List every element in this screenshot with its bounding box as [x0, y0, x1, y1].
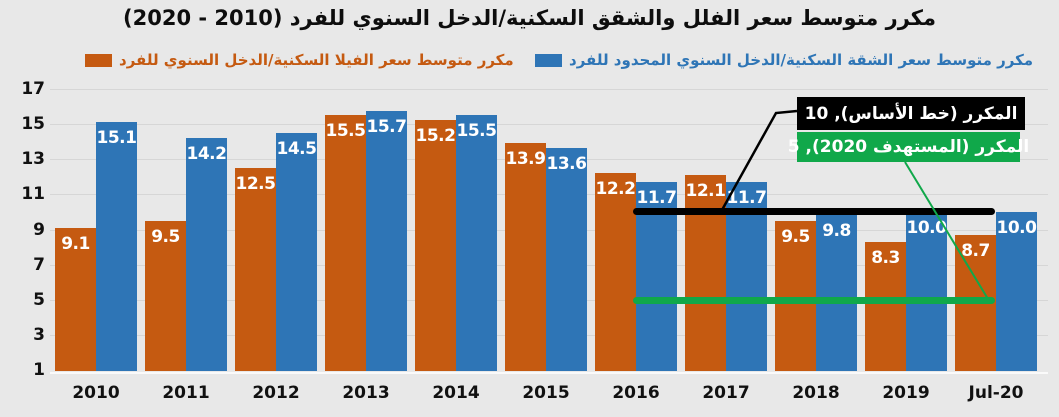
bar-apartment-2018 [816, 215, 857, 371]
bar-label-apartment-2011: 14.2 [186, 143, 227, 164]
bar-label-apartment-2018: 9.8 [822, 221, 851, 242]
bar-label-apartment-2019: 10.0 [906, 217, 947, 238]
bar-apartment-2014 [456, 114, 497, 371]
bar-villa-2011 [145, 220, 186, 371]
bar-label-villa-2019: 8.3 [871, 247, 900, 268]
y-tick-7: 7 [33, 255, 45, 275]
bar-apartment-Jul-20 [996, 211, 1037, 371]
x-label-2015: 2015 [522, 383, 570, 403]
y-tick-3: 3 [33, 325, 45, 345]
gridline-17 [50, 89, 1048, 90]
bar-apartment-2012 [276, 132, 317, 371]
baseline-callout-label: المكرر (خط الأساس), 10 [804, 103, 1018, 124]
bar-label-villa-2010: 9.1 [61, 233, 90, 254]
bar-label-apartment-Jul-20: 10.0 [996, 217, 1037, 238]
bar-villa-2018 [775, 220, 816, 371]
bar-label-villa-2017: 12.1 [685, 180, 726, 201]
legend-item-villa: مكرر متوسط سعر الفيلا السكنية/الدخل السن… [85, 51, 514, 69]
chart-title: مكرر متوسط سعر الفلل والشقق السكنية/الدخ… [123, 6, 936, 30]
bar-label-villa-2018: 9.5 [781, 226, 810, 247]
y-tick-1: 1 [33, 360, 45, 380]
x-label-2012: 2012 [252, 383, 300, 403]
apartment-swatch-icon [535, 53, 562, 67]
x-axis-line [50, 372, 1048, 374]
legend-label-villa: مكرر متوسط سعر الفيلا السكنية/الدخل السن… [119, 51, 514, 69]
x-label-2019: 2019 [882, 383, 930, 403]
bar-villa-2017 [685, 174, 726, 371]
bar-apartment-2010 [96, 122, 137, 371]
y-tick-17: 17 [21, 79, 45, 99]
x-label-Jul-20: Jul-20 [968, 383, 1024, 403]
bar-label-villa-2014: 15.2 [415, 126, 456, 147]
y-tick-13: 13 [21, 149, 45, 169]
bar-label-apartment-2013: 15.7 [366, 117, 407, 138]
legend-item-apartment: مكرر متوسط سعر الشقة السكنية/الدخل السنو… [535, 51, 1033, 69]
bar-label-apartment-2010: 15.1 [96, 128, 137, 149]
bar-label-apartment-2014: 15.5 [456, 120, 497, 141]
bar-villa-2010 [55, 227, 96, 371]
bar-apartment-2015 [546, 148, 587, 371]
bar-label-apartment-2017: 11.7 [726, 187, 767, 208]
x-label-2016: 2016 [612, 383, 660, 403]
bar-apartment-2011 [186, 137, 227, 371]
x-label-2014: 2014 [432, 383, 480, 403]
bar-label-villa-2012: 12.5 [235, 173, 276, 194]
bar-label-villa-2016: 12.2 [595, 179, 636, 200]
reference-line-baseline [633, 208, 995, 216]
target-callout: المكرر (المستهدف 2020), 5 [788, 132, 1029, 162]
bar-apartment-2013 [366, 111, 407, 371]
x-label-2013: 2013 [342, 383, 390, 403]
y-tick-11: 11 [21, 184, 45, 204]
bar-label-villa-2015: 13.9 [505, 149, 546, 170]
bar-label-apartment-2012: 14.5 [276, 138, 317, 159]
x-label-2010: 2010 [72, 383, 120, 403]
bar-label-villa-Jul-20: 8.7 [961, 240, 990, 261]
x-label-2018: 2018 [792, 383, 840, 403]
bar-villa-2013 [325, 114, 366, 371]
target-callout-label: المكرر (المستهدف 2020), 5 [787, 137, 1030, 157]
x-label-2011: 2011 [162, 383, 210, 403]
legend-label-apartment: مكرر متوسط سعر الشقة السكنية/الدخل السنو… [569, 51, 1034, 69]
bar-label-villa-2011: 9.5 [151, 226, 180, 247]
villa-swatch-icon [85, 53, 112, 67]
baseline-callout: المكرر (خط الأساس), 10 [797, 97, 1025, 130]
bar-villa-2015 [505, 143, 546, 371]
bar-label-apartment-2016: 11.7 [636, 187, 677, 208]
bar-label-apartment-2015: 13.6 [546, 154, 587, 175]
reference-line-target-2020 [633, 296, 995, 304]
y-tick-5: 5 [33, 290, 45, 310]
x-label-2017: 2017 [702, 383, 750, 403]
gridline-15 [50, 124, 1048, 125]
bar-villa-2016 [595, 173, 636, 371]
y-tick-9: 9 [33, 220, 45, 240]
bar-villa-2012 [235, 167, 276, 371]
y-tick-15: 15 [21, 114, 45, 134]
bar-label-villa-2013: 15.5 [325, 120, 366, 141]
bar-villa-2019 [865, 241, 906, 371]
bar-villa-2014 [415, 120, 456, 371]
